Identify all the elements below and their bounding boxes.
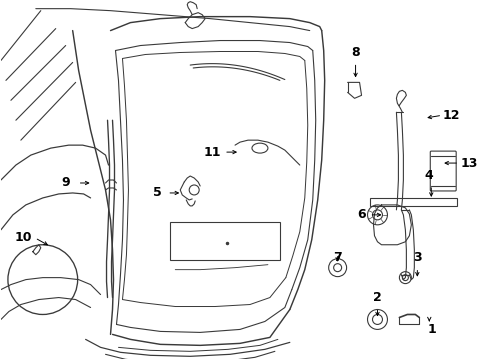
Text: 13: 13: [460, 157, 477, 170]
Text: 8: 8: [350, 46, 359, 59]
Text: 1: 1: [427, 323, 436, 336]
Text: 7: 7: [333, 251, 341, 264]
Text: 2: 2: [372, 291, 381, 304]
Text: 6: 6: [357, 208, 365, 221]
Text: 5: 5: [153, 186, 162, 199]
Text: 9: 9: [61, 176, 70, 189]
Text: 3: 3: [412, 251, 421, 264]
Text: 12: 12: [442, 109, 459, 122]
Text: 10: 10: [14, 231, 32, 244]
Text: 4: 4: [424, 168, 433, 181]
Text: 11: 11: [203, 145, 221, 159]
